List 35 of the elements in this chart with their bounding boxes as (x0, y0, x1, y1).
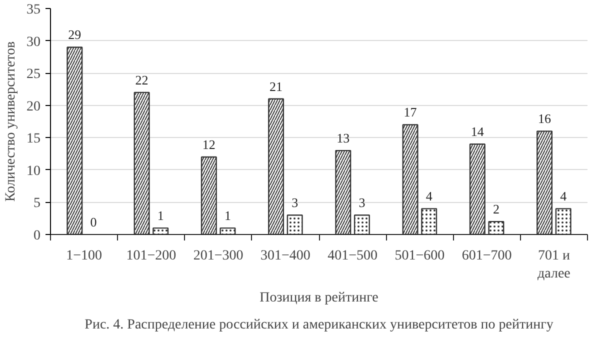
y-tick-label: 35 (26, 2, 40, 18)
data-label: 1 (157, 208, 164, 224)
data-label: 3 (292, 195, 298, 210)
x-tick-label: 101−200 (126, 248, 176, 264)
x-tick-label: 1−100 (66, 248, 102, 264)
y-tick-label: 15 (26, 132, 40, 147)
data-label: 22 (135, 72, 148, 88)
data-label: 21 (270, 78, 283, 94)
data-label: 16 (538, 111, 552, 126)
x-axis-title: Позиция в рейтинге (260, 290, 378, 306)
data-label: 4 (560, 188, 568, 204)
y-tick-label: 5 (34, 196, 40, 212)
y-tick-label: 30 (26, 34, 40, 50)
y-tick-label: 20 (26, 99, 40, 114)
data-label: 4 (426, 188, 433, 204)
y-tick-label: 25 (26, 67, 40, 82)
data-label: 2 (492, 202, 500, 217)
data-label: 1 (224, 208, 231, 224)
data-label: 3 (358, 195, 366, 210)
data-label: 17 (404, 104, 418, 120)
x-tick-label: 301−400 (260, 248, 310, 264)
data-label: 13 (336, 130, 350, 146)
text: Рис. 4. Распределение российских и американских университетов по рейтингу (84, 318, 554, 332)
y-tick-label: 0 (34, 228, 40, 244)
x-tick-label: 501−600 (394, 248, 445, 264)
data-label: 14 (470, 124, 484, 140)
y-axis-title: Количество университетов (4, 41, 18, 202)
x-tick-label: 701 и далее (538, 248, 570, 282)
y-tick-label: 10 (26, 164, 40, 179)
x-tick-label: 201−300 (193, 248, 244, 264)
data-label: 0 (90, 214, 97, 230)
data-label: 12 (202, 137, 216, 152)
x-tick-label: 401−500 (328, 248, 378, 264)
x-tick-label: 601−700 (462, 248, 512, 264)
data-label: 29 (68, 27, 82, 42)
